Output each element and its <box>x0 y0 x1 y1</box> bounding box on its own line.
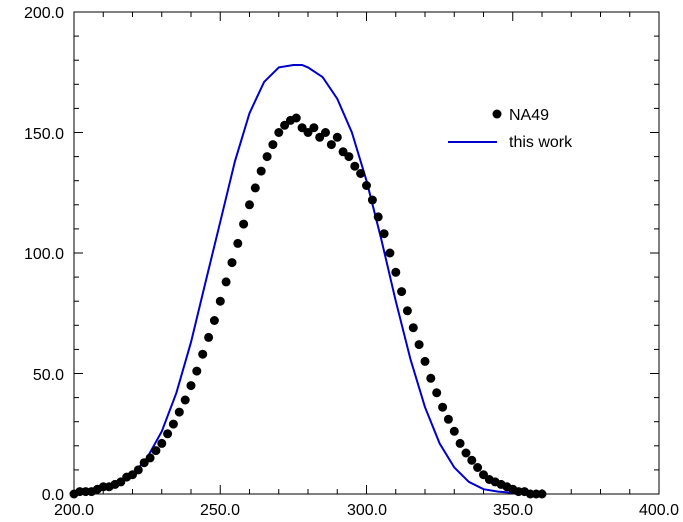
na49-data-point <box>209 316 219 325</box>
na49-data-point <box>402 306 412 316</box>
na49-data-point <box>221 277 231 287</box>
y-tick-label: 50.0 <box>33 367 64 384</box>
na49-data-point <box>350 161 360 171</box>
x-tick-label: 350.0 <box>493 502 533 519</box>
na49-data-point <box>391 267 401 277</box>
na49-data-point <box>362 181 371 190</box>
na49-data-point <box>385 248 395 258</box>
na49-points <box>69 113 547 499</box>
y-tick-label: 200.0 <box>24 5 64 22</box>
na49-data-point <box>274 128 284 137</box>
y-tick-label: 150.0 <box>24 126 64 143</box>
na49-data-point <box>227 258 237 268</box>
na49-data-point <box>408 323 418 333</box>
na49-data-point <box>174 407 184 417</box>
y-tick-label: 100.0 <box>24 246 64 263</box>
plot-frame <box>73 11 660 495</box>
legend-label-na49: NA49 <box>509 107 549 124</box>
na49-data-point <box>192 366 202 376</box>
na49-data-point <box>461 448 471 458</box>
legend-label-this-work: this work <box>509 134 573 151</box>
legend: NA49 this work <box>448 107 573 151</box>
na49-data-point <box>145 453 155 463</box>
na49-data-point <box>332 132 342 142</box>
na49-data-point <box>432 388 442 398</box>
na49-data-point <box>157 438 167 448</box>
x-tick-label: 250.0 <box>200 502 240 519</box>
na49-data-point <box>397 287 407 297</box>
na49-data-point <box>168 419 178 429</box>
y-axis-labels: 0.0 50.0 100.0 150.0 200.0 <box>24 5 64 504</box>
na49-data-point <box>250 183 260 193</box>
na49-data-point <box>215 296 225 306</box>
na49-data-point <box>473 463 483 472</box>
na49-data-point <box>133 465 143 475</box>
na49-data-point <box>163 429 173 439</box>
y-tick-label: 0.0 <box>42 487 64 504</box>
na49-data-point <box>186 381 196 391</box>
na49-data-point <box>291 113 301 123</box>
na49-data-point <box>443 414 453 424</box>
na49-data-point <box>151 446 161 456</box>
na49-data-point <box>233 238 243 248</box>
na49-data-point <box>256 166 266 176</box>
na49-data-point <box>356 169 366 178</box>
na49-data-point <box>344 152 354 162</box>
na49-data-point <box>204 332 214 342</box>
na49-data-point <box>379 229 389 239</box>
na49-data-point <box>455 438 465 448</box>
x-tick-label: 200.0 <box>54 502 94 519</box>
na49-data-point <box>420 356 430 366</box>
na49-data-point <box>373 212 383 222</box>
na49-data-point <box>262 152 272 162</box>
na49-data-point <box>268 140 278 150</box>
x-tick-label: 300.0 <box>347 502 387 519</box>
na49-data-point <box>467 455 477 465</box>
axis-ticks <box>73 11 660 495</box>
na49-data-point <box>414 340 424 350</box>
na49-data-point <box>198 349 208 359</box>
na49-data-point <box>426 373 436 383</box>
na49-data-point <box>239 219 249 229</box>
na49-data-point <box>537 489 547 499</box>
x-tick-label: 400.0 <box>639 502 679 519</box>
na49-data-point <box>367 195 377 205</box>
na49-data-point <box>326 140 336 150</box>
na49-data-point <box>245 200 254 210</box>
na49-data-point <box>180 395 190 405</box>
na49-data-point <box>438 402 448 412</box>
x-axis-labels: 200.0 250.0 300.0 350.0 400.0 <box>54 502 679 519</box>
this-work-curve <box>73 64 543 495</box>
na49-data-point <box>321 128 330 137</box>
na49-data-point <box>449 426 459 436</box>
na49-data-point <box>309 123 319 133</box>
legend-marker-na49 <box>492 109 502 119</box>
